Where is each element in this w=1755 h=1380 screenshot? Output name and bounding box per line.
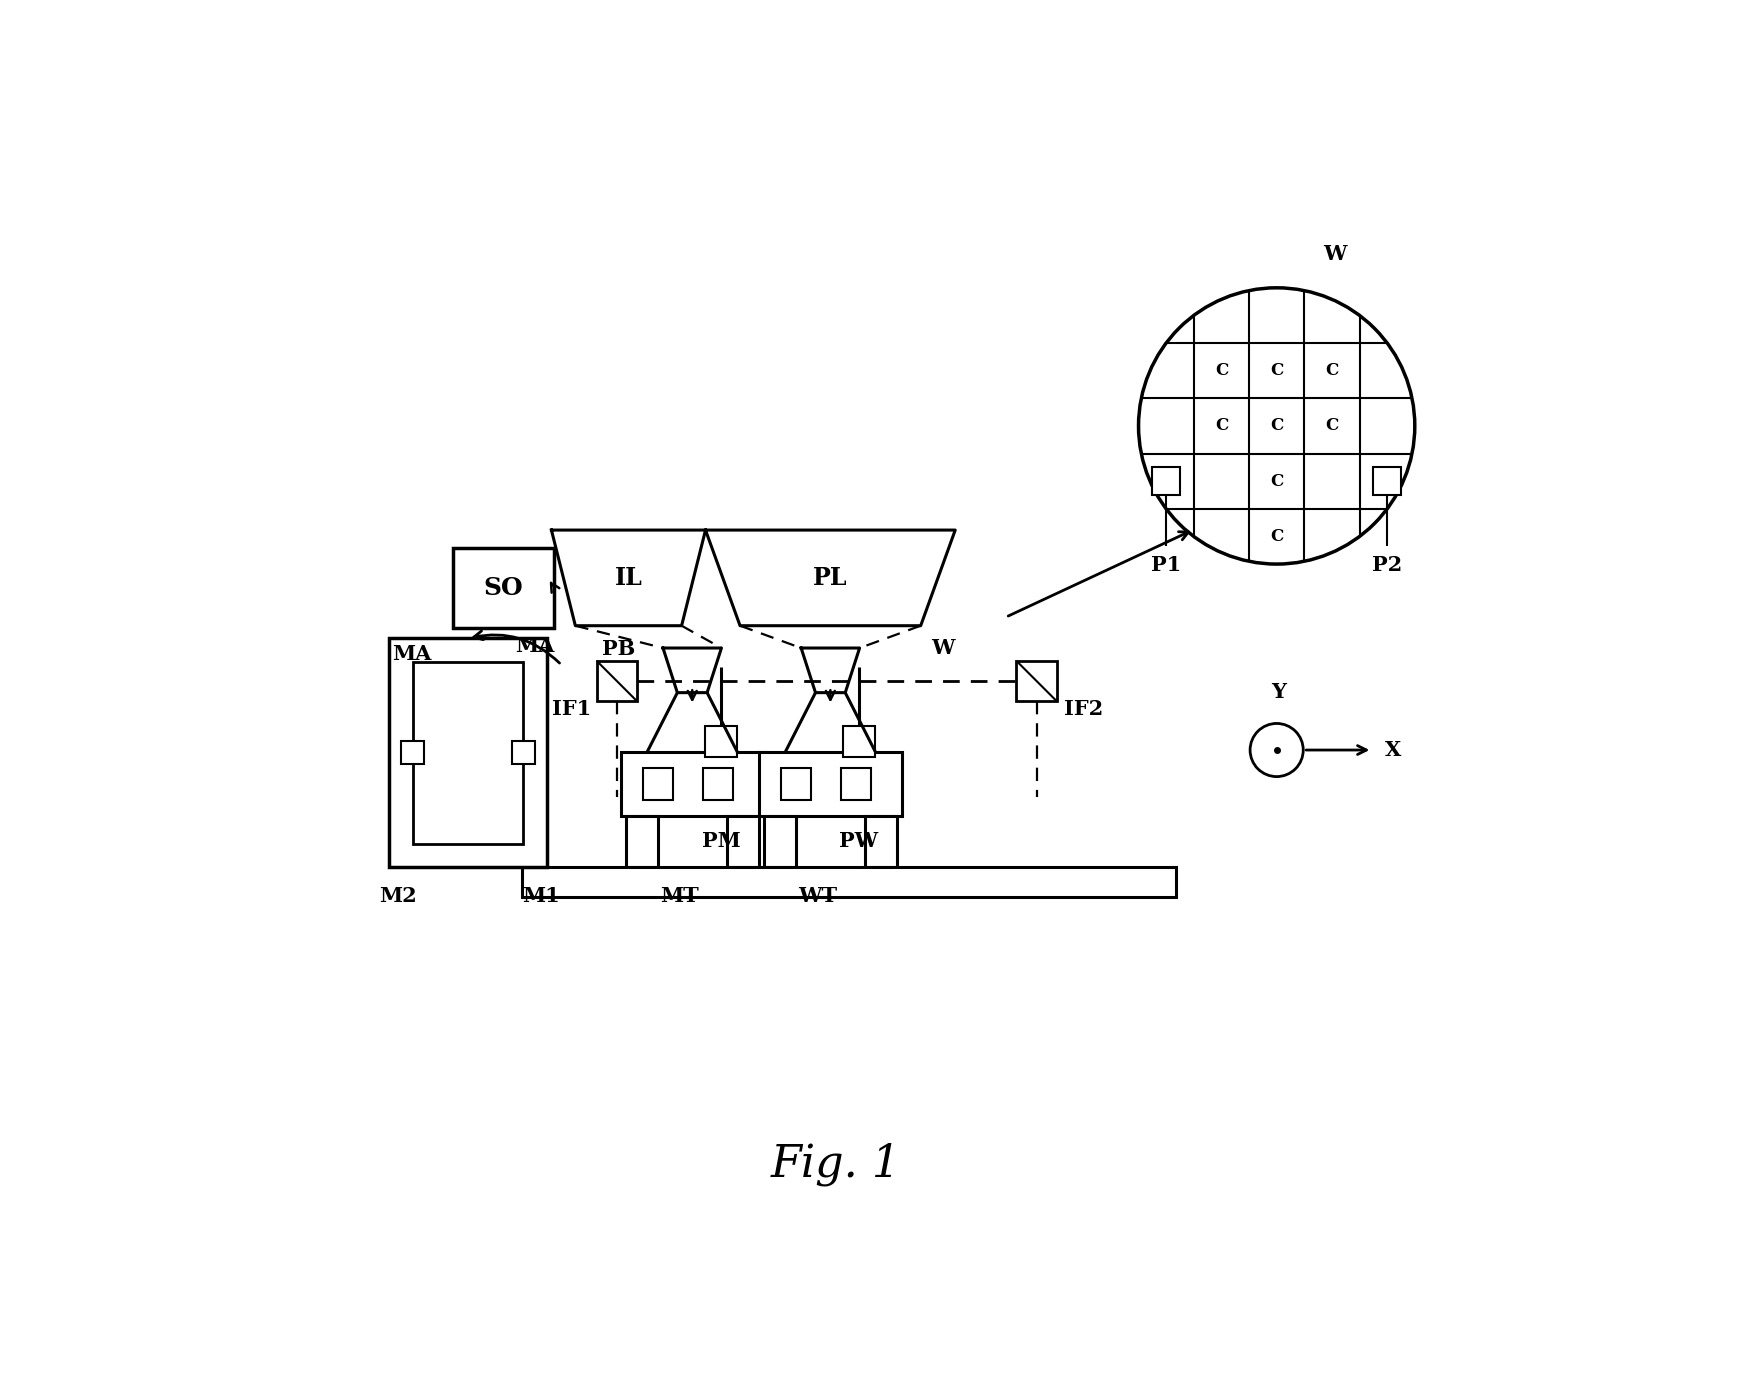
Text: PB: PB	[602, 639, 635, 660]
Text: C: C	[1214, 417, 1228, 435]
Bar	[781, 769, 811, 800]
Text: C: C	[1271, 417, 1283, 435]
Bar	[1153, 468, 1179, 495]
Bar	[390, 639, 546, 867]
Bar	[512, 741, 535, 765]
Bar	[523, 867, 1176, 897]
Bar	[758, 752, 902, 816]
Bar	[453, 548, 555, 628]
Bar	[842, 726, 876, 758]
Bar	[702, 769, 732, 800]
Text: IF2: IF2	[1064, 698, 1104, 719]
Text: P1: P1	[1151, 555, 1181, 574]
Text: C: C	[1271, 362, 1283, 380]
Bar	[841, 769, 870, 800]
Text: W: W	[932, 638, 955, 658]
Text: Fig. 1: Fig. 1	[770, 1143, 900, 1187]
Text: M2: M2	[379, 886, 416, 907]
Bar	[627, 816, 658, 867]
Bar	[706, 726, 737, 758]
Bar	[727, 816, 758, 867]
Text: C: C	[1271, 473, 1283, 490]
Text: IL: IL	[614, 566, 642, 589]
Bar	[621, 752, 763, 816]
Text: C: C	[1325, 417, 1339, 435]
Text: IF1: IF1	[553, 698, 591, 719]
Text: PL: PL	[813, 566, 848, 589]
Text: WT: WT	[799, 886, 837, 907]
Bar	[597, 661, 637, 701]
Bar	[402, 741, 425, 765]
Text: M1: M1	[523, 886, 560, 907]
Bar	[763, 816, 795, 867]
Bar	[1374, 468, 1400, 495]
Bar	[865, 816, 897, 867]
Text: C: C	[1271, 529, 1283, 545]
Bar	[644, 769, 674, 800]
Text: PW: PW	[839, 831, 879, 851]
Text: MA: MA	[514, 636, 555, 656]
Bar	[412, 662, 523, 843]
Bar	[1016, 661, 1057, 701]
Text: C: C	[1214, 362, 1228, 380]
Text: MA: MA	[393, 644, 432, 664]
Text: C: C	[1325, 362, 1339, 380]
Text: X: X	[1385, 740, 1402, 760]
Text: Y: Y	[1271, 682, 1286, 702]
Text: SO: SO	[484, 575, 523, 600]
Text: P2: P2	[1372, 555, 1402, 574]
Text: W: W	[1323, 244, 1346, 265]
Text: PM: PM	[702, 831, 741, 851]
Text: MT: MT	[660, 886, 698, 907]
